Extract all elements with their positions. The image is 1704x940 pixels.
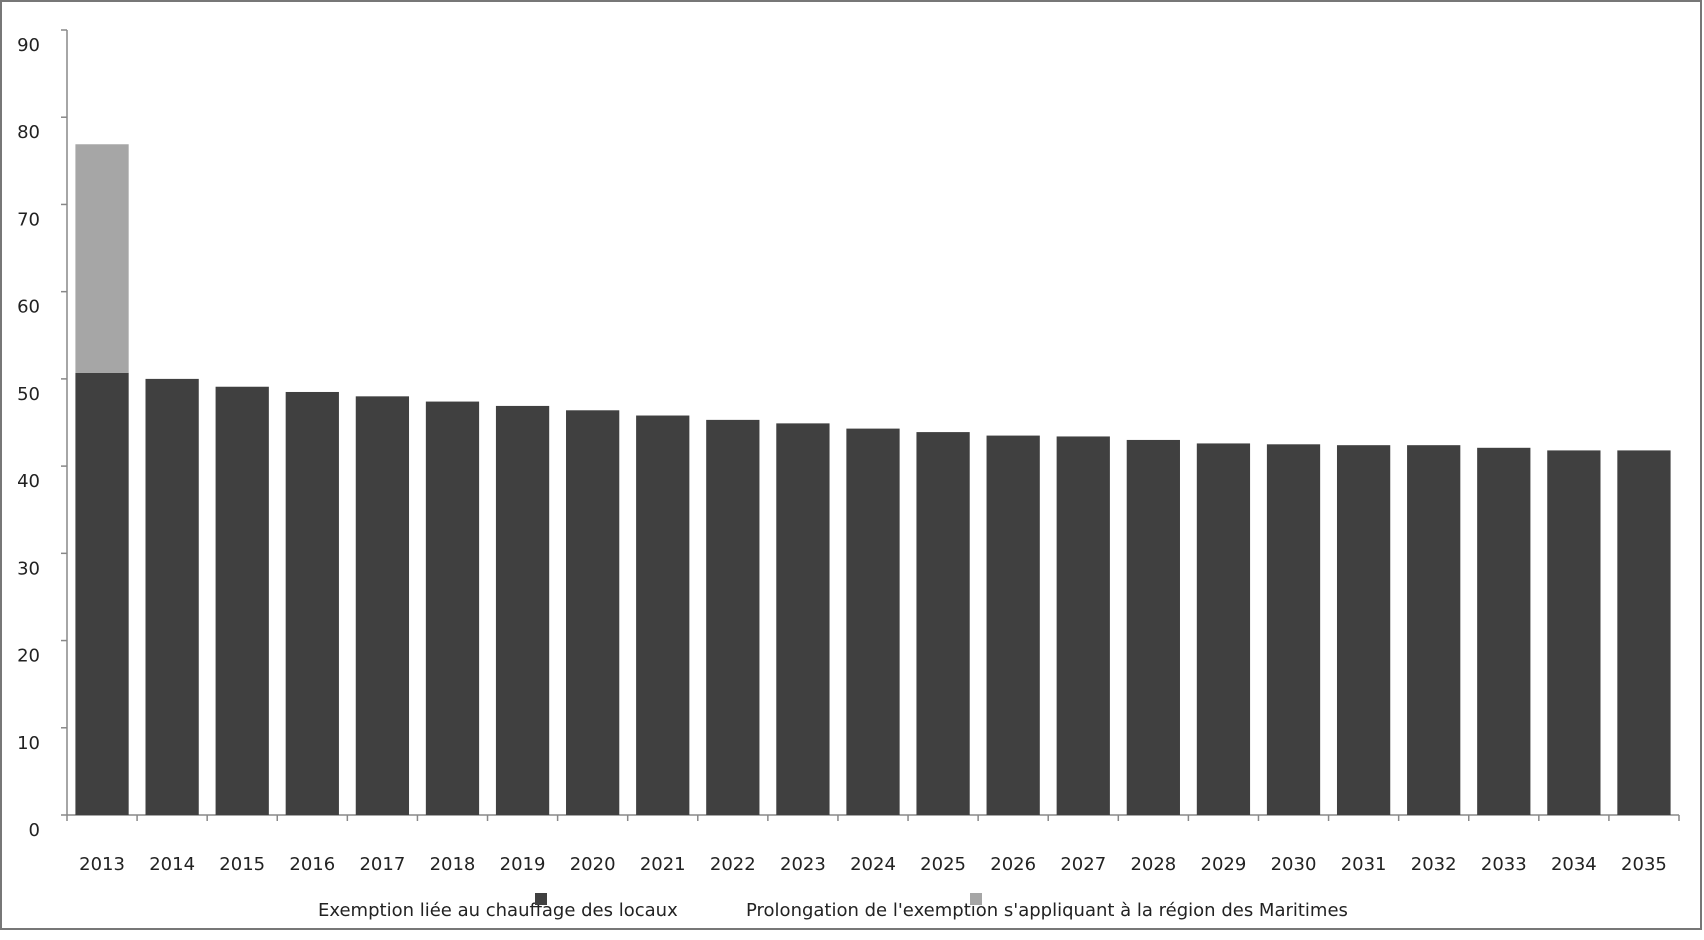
x-tick-label: 2024: [850, 854, 896, 875]
legend-label: Exemption liée au chauffage des locaux: [318, 900, 678, 921]
x-tick-label: 2014: [149, 854, 195, 875]
y-tick-label: 20: [17, 646, 40, 667]
x-tick-label: 2032: [1411, 854, 1457, 875]
bar-segment: [75, 144, 129, 373]
bar-segment: [425, 401, 480, 815]
legend-swatch: [535, 893, 547, 905]
x-tick-label: 2034: [1551, 854, 1597, 875]
bar-segment: [916, 432, 970, 815]
y-tick-label: 60: [17, 297, 40, 318]
bar-segment: [1126, 439, 1180, 815]
x-tick-label: 2031: [1341, 854, 1387, 875]
x-tick-label: 2029: [1201, 854, 1247, 875]
y-tick-label: 40: [17, 471, 40, 492]
bar-segment: [285, 391, 339, 815]
y-tick-label: 90: [17, 35, 40, 56]
y-tick-label: 80: [17, 122, 40, 143]
bar-segment: [1196, 443, 1251, 815]
bar-segment: [706, 419, 760, 815]
x-tick-label: 2026: [990, 854, 1036, 875]
y-tick-label: 70: [17, 209, 40, 230]
bar-segment: [1056, 436, 1110, 815]
bar-segment: [636, 415, 690, 815]
bar-segment: [776, 423, 830, 815]
x-tick-label: 2018: [430, 854, 476, 875]
x-tick-label: 2035: [1621, 854, 1667, 875]
y-tick-label: 0: [29, 820, 40, 841]
bar-segment: [1477, 447, 1531, 815]
bar-segment: [1617, 450, 1671, 815]
bar-segment: [495, 405, 550, 815]
x-tick-label: 2033: [1481, 854, 1527, 875]
x-tick-label: 2027: [1060, 854, 1106, 875]
x-tick-label: 2021: [640, 854, 686, 875]
bar-segment: [1336, 445, 1391, 815]
bar-segment: [566, 410, 620, 815]
x-tick-label: 2022: [710, 854, 756, 875]
bar-segment: [145, 378, 199, 815]
bar-segment: [986, 435, 1040, 815]
x-tick-label: 2030: [1271, 854, 1317, 875]
y-tick-label: 30: [17, 558, 40, 579]
x-tick-label: 2013: [79, 854, 125, 875]
x-tick-label: 2025: [920, 854, 966, 875]
y-tick-label: 50: [17, 384, 40, 405]
legend-swatch: [970, 893, 982, 905]
x-tick-label: 2020: [570, 854, 616, 875]
bar-segment: [846, 428, 900, 815]
x-tick-label: 2016: [289, 854, 335, 875]
bar-segment: [1547, 450, 1601, 815]
x-tick-label: 2015: [219, 854, 265, 875]
bar-segment: [1407, 445, 1461, 815]
bar-segment: [215, 386, 269, 815]
x-tick-label: 2023: [780, 854, 826, 875]
bar-segment: [1266, 444, 1321, 815]
x-tick-label: 2017: [359, 854, 405, 875]
bar-segment: [355, 396, 410, 815]
bar-segment: [75, 372, 129, 815]
x-tick-label: 2019: [500, 854, 546, 875]
x-tick-label: 2028: [1130, 854, 1176, 875]
y-tick-label: 10: [17, 733, 40, 754]
legend-label: Prolongation de l'exemption s'appliquant…: [746, 900, 1348, 921]
